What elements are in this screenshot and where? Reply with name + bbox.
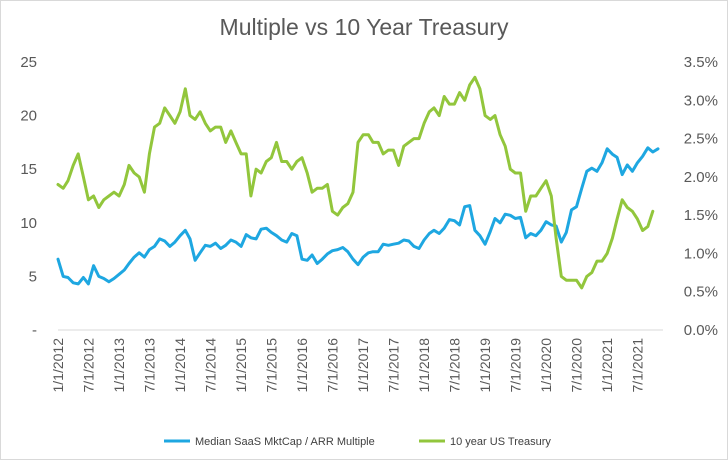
x-tick-label: 1/1/2014 xyxy=(172,338,188,393)
x-tick-label: 1/1/2012 xyxy=(50,338,66,393)
series-lines xyxy=(56,75,660,290)
y-left-tick-label: 5 xyxy=(29,268,37,285)
y-left-tick-label: 10 xyxy=(20,215,37,232)
y-right-tick-label: 0.5% xyxy=(684,284,718,301)
x-tick-label: 7/1/2014 xyxy=(202,338,218,393)
legend-treasury: 10 year US Treasury xyxy=(419,436,551,448)
x-tick-label: 7/1/2013 xyxy=(141,338,157,393)
y-left-tick-label: 25 xyxy=(20,54,37,71)
right-y-axis: 0.0% 0.5% 1.0% 1.5% 2.0% 2.5% 3.0% 3.5% xyxy=(684,54,718,339)
y-right-tick-label: 3.5% xyxy=(684,54,718,71)
y-left-tick-label: 20 xyxy=(20,108,37,125)
x-tick-label: 1/1/2019 xyxy=(477,338,493,393)
y-right-tick-label: 2.5% xyxy=(684,131,718,148)
y-right-tick-label: 3.0% xyxy=(684,92,718,109)
y-left-tick-label: 15 xyxy=(20,161,37,178)
x-tick-label: 7/1/2015 xyxy=(263,338,279,393)
legend: Median SaaS MktCap / ARR Multiple 10 year… xyxy=(164,436,551,448)
y-right-tick-label: 0.0% xyxy=(684,322,718,339)
x-tick-label: 1/1/2013 xyxy=(111,338,127,393)
x-tick-label: 1/1/2016 xyxy=(294,338,310,393)
x-axis: 1/1/2012 7/1/2012 1/1/2013 7/1/2013 1/1/2014… xyxy=(50,329,663,393)
x-tick-label: 7/1/2018 xyxy=(446,338,462,393)
x-tick-label: 1/1/2018 xyxy=(416,338,432,393)
x-tick-label: 7/1/2020 xyxy=(568,338,584,393)
y-right-tick-label: 1.0% xyxy=(684,245,718,262)
y-right-tick-label: 1.5% xyxy=(684,207,718,224)
treasury-line xyxy=(56,75,655,290)
x-tick-label: 1/1/2015 xyxy=(233,338,249,393)
x-tick-label: 7/1/2012 xyxy=(80,338,96,393)
x-tick-label: 1/1/2020 xyxy=(538,338,554,393)
x-tick-label: 7/1/2021 xyxy=(629,338,645,393)
left-y-axis: - 5 10 15 20 25 xyxy=(20,54,37,339)
x-tick-label: 7/1/2017 xyxy=(385,338,401,393)
y-left-tick-label: - xyxy=(32,322,37,339)
x-tick-label: 1/1/2017 xyxy=(355,338,371,393)
x-tick-label: 7/1/2019 xyxy=(507,338,523,393)
x-tick-label: 7/1/2016 xyxy=(324,338,340,393)
y-right-tick-label: 2.0% xyxy=(684,169,718,186)
legend-label: Median SaaS MktCap / ARR Multiple xyxy=(195,436,375,448)
legend-saas-multiple: Median SaaS MktCap / ARR Multiple xyxy=(164,436,375,448)
legend-label: 10 year US Treasury xyxy=(450,436,551,448)
saas-multiple-line xyxy=(56,146,660,286)
x-tick-label: 1/1/2021 xyxy=(599,338,615,393)
chart-title: Multiple vs 10 Year Treasury xyxy=(220,14,509,40)
